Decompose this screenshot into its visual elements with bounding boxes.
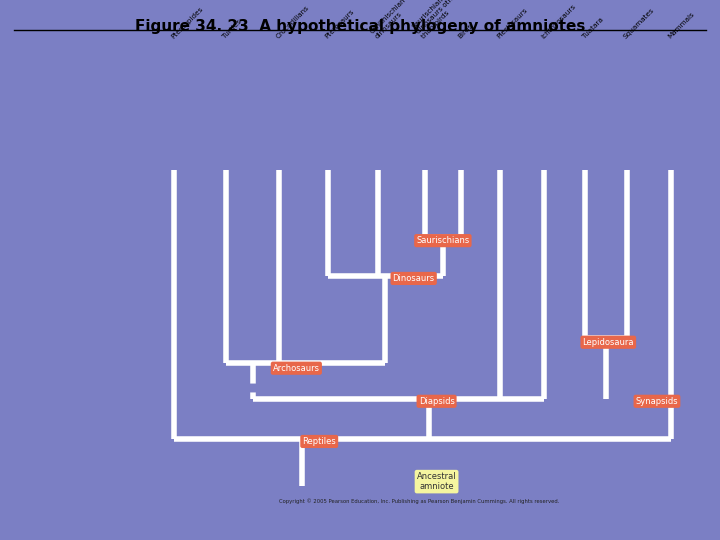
Text: Diapsids: Diapsids [418,397,454,406]
Text: Figure 34. 23  A hypothetical phylogeny of amniotes: Figure 34. 23 A hypothetical phylogeny o… [135,19,585,34]
Text: Copyright © 2005 Pearson Education, Inc. Publishing as Pearson Benjamin Cummings: Copyright © 2005 Pearson Education, Inc.… [279,498,559,504]
Text: Reptiles: Reptiles [302,437,336,446]
Text: Turtles: Turtles [222,18,243,40]
Text: Mammals: Mammals [667,11,696,40]
Text: Tuatara: Tuatara [581,17,604,40]
Text: Ichthyosaurs: Ichthyosaurs [540,3,577,40]
Text: Ancestral
amniote: Ancestral amniote [417,472,456,491]
Text: Pterosaurs: Pterosaurs [323,8,355,40]
Text: Birds: Birds [456,23,474,40]
Text: Ornithischian
dinosaurs: Ornithischian dinosaurs [369,0,412,40]
Text: Squamates: Squamates [622,7,655,40]
Text: Plesiosaurs: Plesiosaurs [495,7,528,40]
Text: Pteraspides: Pteraspides [170,5,204,40]
Text: Crocodilians: Crocodilians [275,4,310,40]
Text: Synapsids: Synapsids [636,397,678,406]
Text: Lepidosaura: Lepidosaura [582,338,634,347]
Text: Dinosaurs: Dinosaurs [392,274,435,283]
Text: Archosaurs: Archosaurs [273,364,320,373]
Text: Saurischian
dinosaurs other
than birds: Saurischian dinosaurs other than birds [411,0,465,40]
Text: Saurischians: Saurischians [416,236,469,245]
